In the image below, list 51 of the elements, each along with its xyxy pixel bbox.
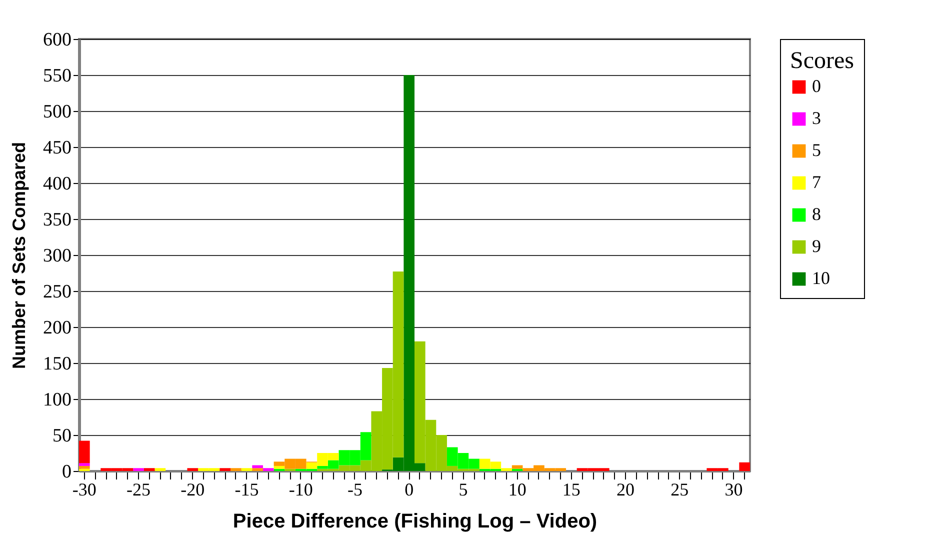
bar	[274, 466, 285, 469]
legend-label: 0	[812, 76, 821, 96]
bar	[79, 463, 90, 466]
x-tick-label: 20	[616, 480, 635, 500]
bar	[252, 468, 263, 471]
x-tick-label: -5	[347, 480, 362, 500]
x-tick-label: -10	[288, 480, 313, 500]
legend-label: 8	[812, 204, 821, 224]
y-tick-label: 450	[43, 138, 72, 158]
x-tick-label: 5	[458, 480, 468, 500]
y-axis-title: Number of Sets Compared	[9, 142, 29, 370]
legend-title: Scores	[790, 48, 854, 74]
bar	[739, 462, 750, 471]
x-tick-label: 25	[670, 480, 689, 500]
x-tick-label: 15	[562, 480, 580, 500]
x-axis-title: Piece Difference (Fishing Log – Video)	[232, 510, 598, 532]
legend-label: 5	[812, 140, 821, 160]
legend-label: 7	[812, 172, 821, 192]
legend-label: 10	[812, 268, 830, 288]
x-tick-label: -20	[180, 480, 205, 500]
y-tick-label: 0	[62, 462, 72, 482]
bar	[133, 468, 144, 471]
bar	[79, 466, 90, 469]
bar	[79, 440, 90, 464]
bar	[230, 468, 242, 471]
y-tick-label: 300	[43, 246, 72, 266]
y-tick-label: 50	[52, 426, 72, 446]
y-tick-label: 100	[43, 390, 72, 410]
bar	[144, 468, 155, 471]
y-tick-label: 250	[43, 282, 72, 302]
legend-label: 9	[812, 236, 821, 256]
bar	[252, 465, 263, 468]
bar	[187, 468, 198, 471]
x-tick-label: -30	[72, 480, 96, 500]
y-tick-label: 600	[43, 30, 72, 50]
y-tick-label: 350	[43, 210, 72, 230]
y-tick-label: 400	[43, 174, 72, 194]
x-tick-label: 10	[508, 480, 526, 500]
y-tick-label: 150	[43, 354, 72, 374]
x-tick-label: 30	[724, 480, 743, 500]
y-tick-label: 200	[43, 318, 72, 338]
y-tick-label: 500	[43, 102, 72, 122]
x-tick-label: -15	[234, 480, 259, 500]
bar	[154, 468, 166, 471]
bar	[262, 468, 274, 471]
bar	[241, 468, 252, 471]
x-tick-label: -25	[126, 480, 151, 500]
bar	[220, 468, 231, 471]
x-tick-label: 0	[404, 480, 414, 500]
legend-label: 3	[812, 108, 821, 128]
y-tick-label: 550	[43, 66, 72, 86]
